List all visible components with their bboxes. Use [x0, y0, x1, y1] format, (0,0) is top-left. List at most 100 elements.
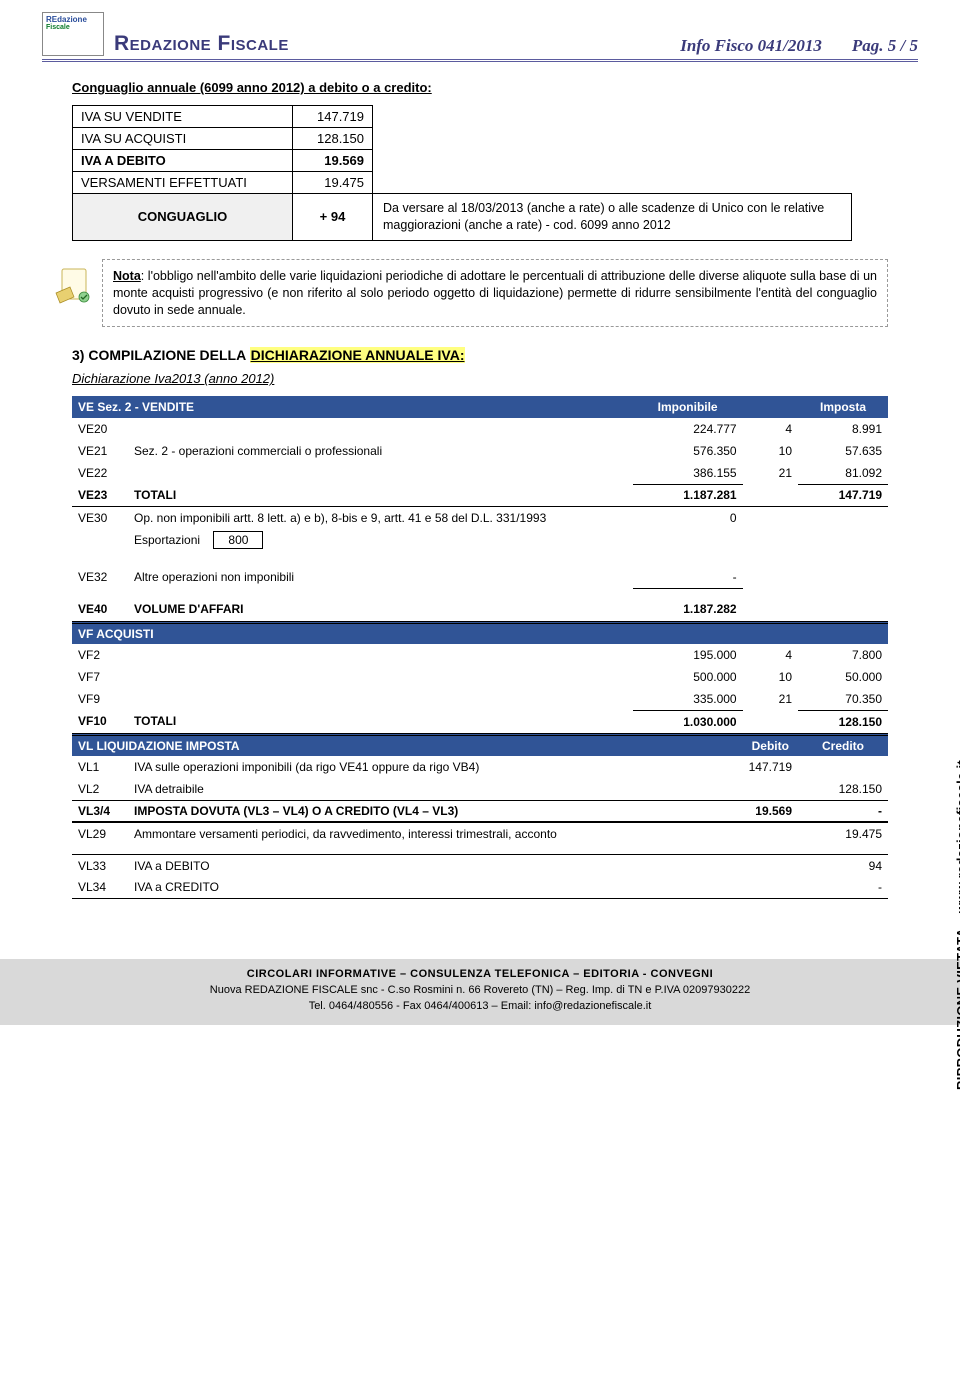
- row-amt: 1.187.281: [633, 484, 743, 506]
- row-imp: 7.800: [798, 644, 888, 666]
- row-code: VF2: [72, 644, 128, 666]
- row-desc: Ammontare versamenti periodici, da ravve…: [128, 822, 633, 844]
- footer-line3: Tel. 0464/480556 - Fax 0464/400613 – Ema…: [10, 999, 950, 1015]
- cell-value: 128.150: [293, 128, 373, 150]
- table-row: [72, 844, 888, 854]
- row-cred: -: [798, 876, 888, 898]
- row-cred: 128.150: [798, 778, 888, 800]
- row-rate: 10: [743, 440, 798, 462]
- cell-value: 19.475: [293, 172, 373, 194]
- table-row: VF2 195.000 4 7.800: [72, 644, 888, 666]
- row-code: VL1: [72, 756, 128, 778]
- row-rate: 4: [743, 418, 798, 440]
- row-desc: TOTALI: [128, 710, 633, 732]
- row-code: VF7: [72, 666, 128, 688]
- page-header: REdazione Fiscale Redazione Fiscale Info…: [42, 12, 918, 62]
- table-row: VE20 224.777 4 8.991: [72, 418, 888, 440]
- row-desc: IVA a DEBITO: [128, 854, 633, 876]
- sec3-highlight: DICHIARAZIONE ANNUALE IVA:: [250, 347, 466, 363]
- cell-label: VERSAMENTI EFFETTUATI: [73, 172, 293, 194]
- row-desc: IVA sulle operazioni imponibili (da rigo…: [128, 756, 633, 778]
- row-code: VL2: [72, 778, 128, 800]
- row-imp: 8.991: [798, 418, 888, 440]
- header-col2: Imposta: [798, 396, 888, 418]
- section3-title: 3) COMPILAZIONE DELLA DICHIARAZIONE ANNU…: [72, 347, 918, 363]
- row-desc: IMPOSTA DOVUTA (VL3 – VL4) O A CREDITO (…: [128, 800, 633, 822]
- row-desc: IVA a CREDITO: [128, 876, 633, 898]
- row-desc: IVA detraibile: [128, 778, 633, 800]
- table-row: VL33 IVA a DEBITO 94: [72, 854, 888, 876]
- table-row: VE23 TOTALI 1.187.281 147.719: [72, 484, 888, 506]
- conguaglio-note: Da versare al 18/03/2013 (anche a rate) …: [373, 194, 852, 241]
- row-imp: 128.150: [798, 710, 888, 732]
- footer-line2: Nuova REDAZIONE FISCALE snc - C.so Rosmi…: [10, 983, 950, 999]
- table-row: VL34 IVA a CREDITO -: [72, 876, 888, 898]
- row-code: VE23: [72, 484, 128, 506]
- table-row: VL1 IVA sulle operazioni imponibili (da …: [72, 756, 888, 778]
- declaration-table: VE Sez. 2 - VENDITE Imponibile Imposta V…: [72, 396, 888, 899]
- table-row: VF10 TOTALI 1.030.000 128.150: [72, 710, 888, 732]
- declaration-subtitle: Dichiarazione Iva2013 (anno 2012): [72, 371, 918, 386]
- esportazioni-cell: Esportazioni 800: [128, 528, 633, 552]
- row-code: VL33: [72, 854, 128, 876]
- table-header-liquidazione: VL LIQUIDAZIONE IMPOSTA Debito Credito: [72, 734, 888, 756]
- header-title: VE Sez. 2 - VENDITE: [72, 396, 633, 418]
- row-deb: 19.569: [743, 800, 798, 822]
- row-rate: 21: [743, 462, 798, 484]
- note-icon: [52, 263, 96, 307]
- row-amt: 335.000: [633, 688, 743, 710]
- row-code: VE21: [72, 440, 128, 462]
- row-code: VL29: [72, 822, 128, 844]
- table-row: IVA SU VENDITE 147.719: [73, 106, 852, 128]
- row-rate: 4: [743, 644, 798, 666]
- logo-line1: REdazione: [46, 15, 87, 24]
- nota-text: Nota: l'obbligo nell'ambito delle varie …: [102, 259, 888, 328]
- footer-line1: CIRCOLARI INFORMATIVE – CONSULENZA TELEF…: [10, 967, 950, 983]
- table-row: VE22 386.155 21 81.092: [72, 462, 888, 484]
- row-amt: 576.350: [633, 440, 743, 462]
- header-title: VL LIQUIDAZIONE IMPOSTA: [72, 734, 633, 756]
- table-row: VE32 Altre operazioni non imponibili -: [72, 566, 888, 588]
- row-imp: 147.719: [798, 484, 888, 506]
- table-row: VL3/4 IMPOSTA DOVUTA (VL3 – VL4) O A CRE…: [72, 800, 888, 822]
- row-desc: [128, 418, 633, 440]
- table-row: Esportazioni 800: [72, 528, 888, 552]
- cell-label: IVA SU ACQUISTI: [73, 128, 293, 150]
- table-header-vendite: VE Sez. 2 - VENDITE Imponibile Imposta: [72, 396, 888, 418]
- row-imp: 50.000: [798, 666, 888, 688]
- row-desc: [128, 462, 633, 484]
- row-code: VE32: [72, 566, 128, 588]
- sec3-prefix: 3) COMPILAZIONE DELLA: [72, 347, 250, 363]
- row-rate: 21: [743, 688, 798, 710]
- row-cred: 94: [798, 854, 888, 876]
- cell-value: 147.719: [293, 106, 373, 128]
- row-amt: 0: [633, 506, 743, 528]
- row-desc: Altre operazioni non imponibili: [128, 566, 633, 588]
- conguaglio-table: IVA SU VENDITE 147.719 IVA SU ACQUISTI 1…: [72, 105, 852, 241]
- info-fisco: Info Fisco 041/2013: [680, 36, 822, 56]
- header-col2: Credito: [798, 734, 888, 756]
- conguaglio-label: CONGUAGLIO: [73, 194, 293, 241]
- row-code: VE30: [72, 506, 128, 528]
- row-imp: 57.635: [798, 440, 888, 462]
- table-row: VF7 500.000 10 50.000: [72, 666, 888, 688]
- nota-box: Nota: l'obbligo nell'ambito delle varie …: [52, 259, 888, 328]
- logo-line2: Fiscale: [46, 24, 70, 31]
- page-number: Pag. 5 / 5: [852, 36, 918, 56]
- row-cred: 19.475: [798, 822, 888, 844]
- row-rate: 10: [743, 666, 798, 688]
- table-row: [72, 588, 888, 598]
- brand-title: Redazione Fiscale: [114, 32, 289, 56]
- row-code: VF10: [72, 710, 128, 732]
- row-imp: 81.092: [798, 462, 888, 484]
- conguaglio-value: + 94: [293, 194, 373, 241]
- logo: REdazione Fiscale: [42, 12, 104, 56]
- row-code: VL3/4: [72, 800, 128, 822]
- row-amt: -: [633, 566, 743, 588]
- table-row: VL2 IVA detraibile 128.150: [72, 778, 888, 800]
- cell-label: IVA SU VENDITE: [73, 106, 293, 128]
- row-code: VF9: [72, 688, 128, 710]
- esport-label: Esportazioni: [134, 533, 200, 547]
- table-row: CONGUAGLIO + 94 Da versare al 18/03/2013…: [73, 194, 852, 241]
- row-amt: 224.777: [633, 418, 743, 440]
